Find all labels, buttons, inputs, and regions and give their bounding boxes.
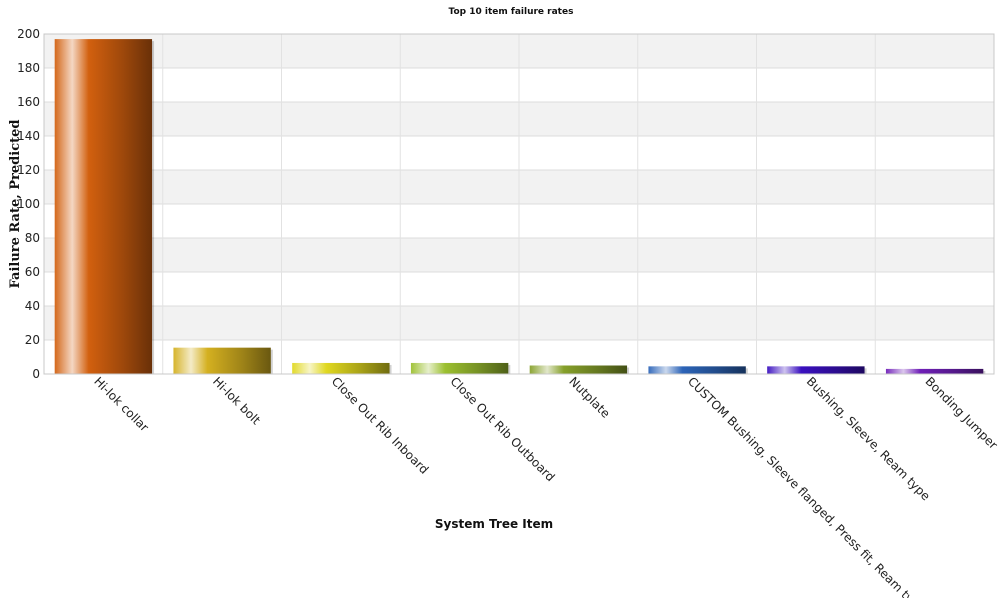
bar-close-out-rib-inboard bbox=[292, 362, 390, 374]
axes bbox=[43, 33, 995, 375]
chart-title: Top 10 item failure rates bbox=[449, 7, 574, 17]
x-tick-label: Hi-lok bolt bbox=[210, 374, 263, 427]
x-tick-label: Bonding Jumper bbox=[923, 374, 1001, 452]
bar-nutplate bbox=[529, 365, 628, 374]
y-tick-label: 180 bbox=[17, 61, 40, 75]
y-tick-label: 140 bbox=[17, 129, 40, 143]
x-axis-title: System Tree Item bbox=[435, 517, 553, 531]
bar-close-out-rib-outboard bbox=[410, 362, 509, 374]
y-tick-label: 60 bbox=[25, 265, 40, 279]
x-tick-label: Bushing, Sleeve, Ream type bbox=[804, 374, 933, 503]
x-tick-label: Close Out Rib Inboard bbox=[329, 374, 432, 477]
y-tick-label: 160 bbox=[17, 95, 40, 109]
bar-hi-lok-collar bbox=[54, 39, 153, 374]
x-tick-label: CUSTOM Bushing, Sleeve flanged, Press fi… bbox=[685, 374, 927, 598]
y-tick-label: 20 bbox=[25, 333, 40, 347]
bar-custom-bushing-sleeve-flanged-press-fit-ream-type bbox=[648, 366, 746, 374]
y-tick-label: 100 bbox=[17, 197, 40, 211]
y-tick-label: 200 bbox=[17, 27, 40, 41]
bar-bonding-jumper bbox=[885, 368, 984, 374]
x-tick-label: Nutplate bbox=[566, 374, 612, 420]
y-tick-label: 120 bbox=[17, 163, 40, 177]
y-axis-title: Failure Rate, Predicted bbox=[8, 120, 23, 289]
x-tick-label: Close Out Rib Outboard bbox=[448, 374, 558, 484]
y-tick-label: 40 bbox=[25, 299, 40, 313]
bar-bushing-sleeve-ream-type bbox=[767, 366, 865, 374]
bar-hi-lok-bolt bbox=[173, 347, 271, 374]
y-tick-label: 80 bbox=[25, 231, 40, 245]
y-tick-labels: 0 20 40 60 80 100 120 140 160 180 200 bbox=[17, 27, 40, 381]
plot-frame bbox=[43, 33, 995, 375]
x-tick-labels: Hi-lok collar Hi-lok bolt Close Out Rib In… bbox=[91, 374, 1000, 598]
x-tick-label: Hi-lok collar bbox=[91, 374, 151, 434]
bars bbox=[54, 39, 986, 374]
y-tick-label: 0 bbox=[32, 367, 40, 381]
